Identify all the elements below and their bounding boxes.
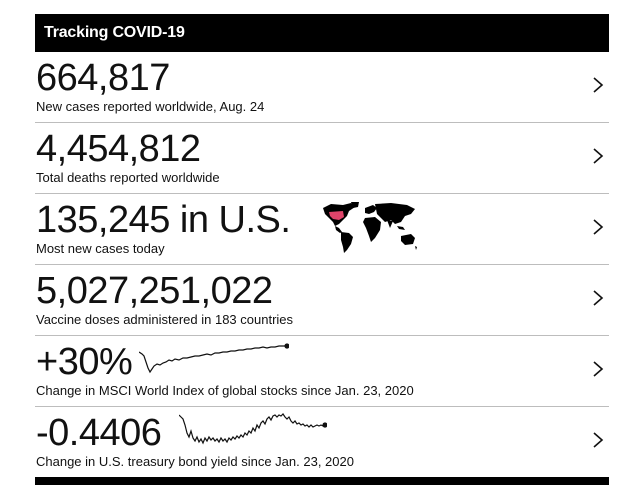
stat-caption: Most new cases today <box>36 241 165 256</box>
widget-header: Tracking COVID-19 <box>35 14 609 52</box>
stat-row-new-cases[interactable]: 664,817 New cases reported worldwide, Au… <box>35 52 609 123</box>
chevron-right-icon <box>593 361 604 377</box>
bottom-bar <box>35 477 609 485</box>
chevron-right-icon <box>593 77 604 93</box>
chevron-right-icon <box>593 290 604 306</box>
bond-yield-sparkline <box>179 413 327 445</box>
chevron-right-icon <box>593 432 604 448</box>
stat-value: 4,454,812 <box>36 128 201 170</box>
covid-tracker-widget: Tracking COVID-19 664,817 New cases repo… <box>35 14 609 478</box>
stat-value: 5,027,251,022 <box>36 270 273 312</box>
header-title: Tracking COVID-19 <box>44 24 185 41</box>
stat-caption: Change in MSCI World Index of global sto… <box>36 383 414 398</box>
stat-row-vaccine-doses[interactable]: 5,027,251,022 Vaccine doses administered… <box>35 265 609 336</box>
stat-caption: Total deaths reported worldwide <box>36 170 220 185</box>
stat-caption: Change in U.S. treasury bond yield since… <box>36 454 354 469</box>
stat-value: 135,245 in U.S. <box>36 199 291 241</box>
chevron-right-icon <box>593 219 604 235</box>
stat-row-msci-world[interactable]: +30% Change in MSCI World Index of globa… <box>35 336 609 407</box>
stocks-sparkline <box>139 343 289 374</box>
stat-value: 664,817 <box>36 57 170 99</box>
stat-caption: New cases reported worldwide, Aug. 24 <box>36 99 265 114</box>
stat-row-us-cases[interactable]: 135,245 in U.S. Most new cases today <box>35 194 609 265</box>
world-map-icon <box>323 202 417 253</box>
chevron-right-icon <box>593 148 604 164</box>
stat-value: +30% <box>36 341 133 383</box>
stat-row-total-deaths[interactable]: 4,454,812 Total deaths reported worldwid… <box>35 123 609 194</box>
stat-list: 664,817 New cases reported worldwide, Au… <box>35 52 609 478</box>
stat-value: -0.4406 <box>36 412 162 454</box>
stat-caption: Vaccine doses administered in 183 countr… <box>36 312 294 327</box>
stat-row-treasury-yield[interactable]: -0.4406 Change in U.S. treasury bond yie… <box>35 407 609 478</box>
